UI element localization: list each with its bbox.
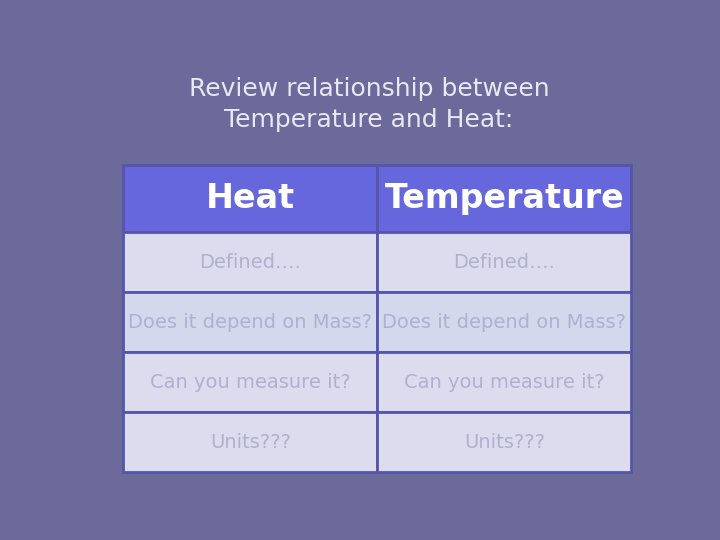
Bar [377, 292, 631, 352]
Bar [377, 232, 631, 292]
Text: Review relationship between
Temperature and Heat:: Review relationship between Temperature … [189, 77, 549, 132]
Text: Defined….: Defined…. [454, 253, 555, 272]
Bar [377, 352, 631, 412]
Text: Defined….: Defined…. [199, 253, 301, 272]
Bar [124, 352, 377, 412]
Text: Can you measure it?: Can you measure it? [150, 373, 351, 392]
Text: Does it depend on Mass?: Does it depend on Mass? [382, 313, 626, 332]
Bar [124, 412, 377, 472]
Bar [124, 232, 377, 292]
Bar [377, 412, 631, 472]
Text: Does it depend on Mass?: Does it depend on Mass? [128, 313, 372, 332]
Bar [124, 292, 377, 352]
Text: Temperature: Temperature [384, 182, 624, 215]
Text: Can you measure it?: Can you measure it? [404, 373, 605, 392]
Bar [377, 165, 631, 232]
Text: Heat: Heat [206, 182, 295, 215]
Text: Units???: Units??? [210, 433, 291, 452]
Bar [124, 165, 377, 232]
Text: Units???: Units??? [464, 433, 545, 452]
